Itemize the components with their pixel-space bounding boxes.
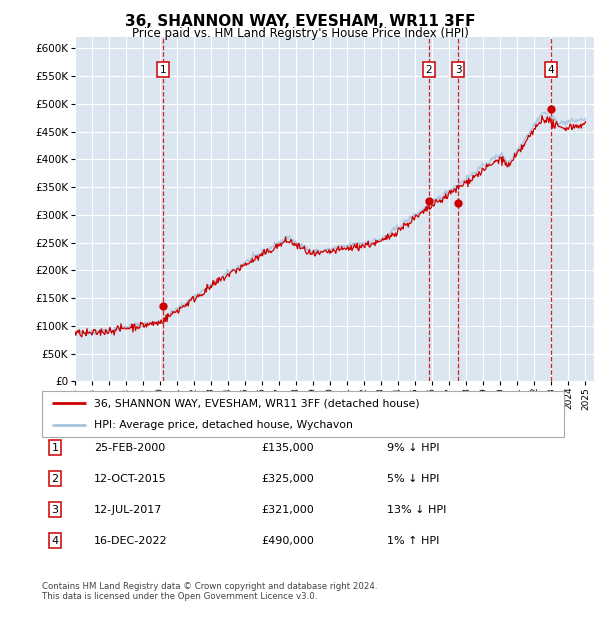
Text: 25-FEB-2000: 25-FEB-2000: [94, 443, 166, 453]
Text: 4: 4: [547, 65, 554, 75]
Text: 36, SHANNON WAY, EVESHAM, WR11 3FF (detached house): 36, SHANNON WAY, EVESHAM, WR11 3FF (deta…: [94, 398, 420, 408]
Text: 12-OCT-2015: 12-OCT-2015: [94, 474, 167, 484]
Text: Price paid vs. HM Land Registry's House Price Index (HPI): Price paid vs. HM Land Registry's House …: [131, 27, 469, 40]
FancyBboxPatch shape: [42, 391, 564, 437]
Text: 12-JUL-2017: 12-JUL-2017: [94, 505, 163, 515]
Text: HPI: Average price, detached house, Wychavon: HPI: Average price, detached house, Wych…: [94, 420, 353, 430]
Text: 3: 3: [455, 65, 461, 75]
Text: 1% ↑ HPI: 1% ↑ HPI: [386, 536, 439, 546]
Text: 3: 3: [52, 505, 59, 515]
Text: 36, SHANNON WAY, EVESHAM, WR11 3FF: 36, SHANNON WAY, EVESHAM, WR11 3FF: [125, 14, 475, 29]
Text: 5% ↓ HPI: 5% ↓ HPI: [386, 474, 439, 484]
Text: £325,000: £325,000: [261, 474, 314, 484]
Text: 4: 4: [52, 536, 59, 546]
Text: Contains HM Land Registry data © Crown copyright and database right 2024.
This d: Contains HM Land Registry data © Crown c…: [42, 582, 377, 601]
Text: £135,000: £135,000: [261, 443, 314, 453]
Text: £490,000: £490,000: [261, 536, 314, 546]
Text: 2: 2: [425, 65, 432, 75]
Text: 16-DEC-2022: 16-DEC-2022: [94, 536, 168, 546]
Text: 13% ↓ HPI: 13% ↓ HPI: [386, 505, 446, 515]
Text: 9% ↓ HPI: 9% ↓ HPI: [386, 443, 439, 453]
Text: £321,000: £321,000: [261, 505, 314, 515]
Text: 1: 1: [160, 65, 166, 75]
Text: 1: 1: [52, 443, 59, 453]
Text: 2: 2: [52, 474, 59, 484]
